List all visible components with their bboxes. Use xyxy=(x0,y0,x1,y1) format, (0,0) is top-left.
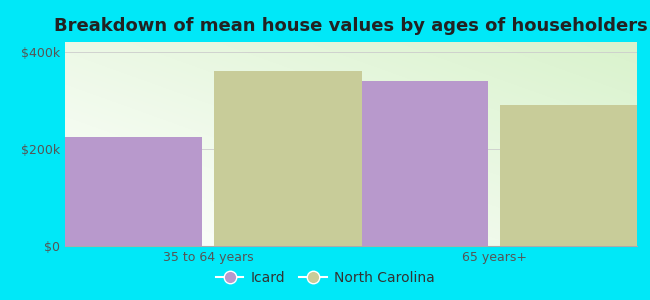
Bar xyxy=(340,81,488,246)
Legend: Icard, North Carolina: Icard, North Carolina xyxy=(210,265,440,290)
Title: Breakdown of mean house values by ages of householders: Breakdown of mean house values by ages o… xyxy=(54,17,648,35)
Bar xyxy=(54,137,202,246)
Bar xyxy=(214,71,362,246)
Bar xyxy=(500,105,648,246)
